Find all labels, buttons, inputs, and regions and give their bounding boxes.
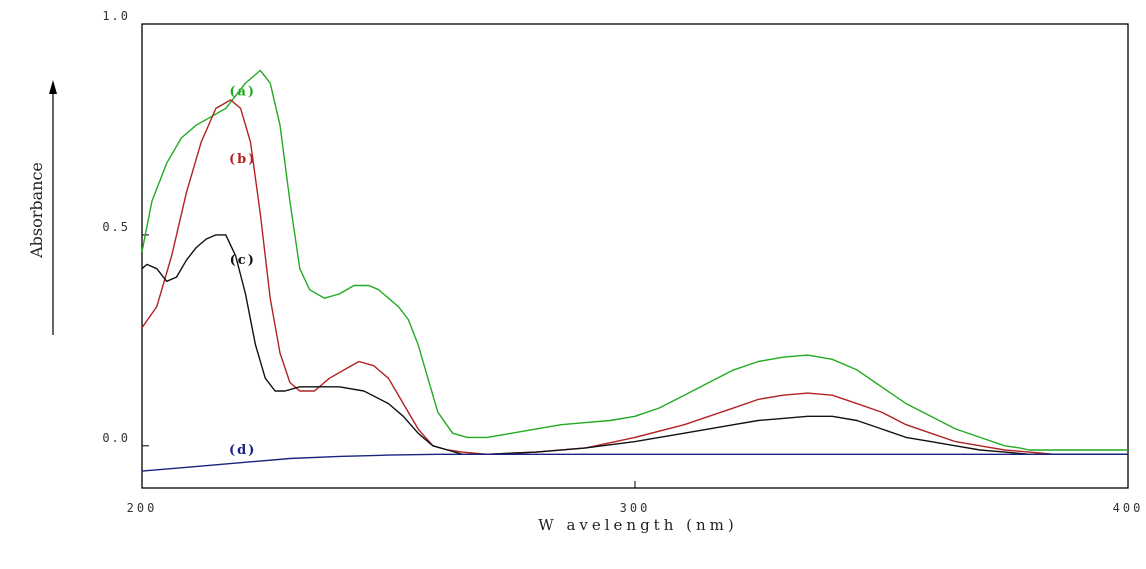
series-line-c xyxy=(141,234,1128,455)
x-axis-label: W avelength (nm) xyxy=(538,516,737,534)
plot-border xyxy=(141,23,1129,489)
plot-frame xyxy=(141,23,1129,489)
y-tick-label: 0.0 xyxy=(102,431,130,445)
series-label-c: (c) xyxy=(230,253,256,268)
y-axis-arrow-icon xyxy=(49,80,57,335)
series-label-d: (d) xyxy=(229,443,256,458)
y-tick-label: 0.5 xyxy=(102,220,130,234)
series-line-b xyxy=(141,99,1128,455)
series-line-a xyxy=(141,69,1128,451)
series-line-d xyxy=(141,453,1128,472)
series-labels: (a) (b) (c) (d) xyxy=(229,84,256,458)
x-tick-label: 300 xyxy=(620,501,651,515)
axis-ticks: 200 300 400 0.0 0.5 1.0 xyxy=(102,9,1144,515)
y-tick-label: 1.0 xyxy=(102,9,130,23)
y-axis-label: Absorbance xyxy=(27,162,46,259)
series-lines xyxy=(141,69,1128,472)
series-label-a: (a) xyxy=(229,84,256,99)
series-label-b: (b) xyxy=(229,152,256,167)
x-tick-label: 200 xyxy=(127,501,158,515)
y-arrow-head xyxy=(49,80,57,94)
x-tick-label: 400 xyxy=(1113,501,1144,515)
